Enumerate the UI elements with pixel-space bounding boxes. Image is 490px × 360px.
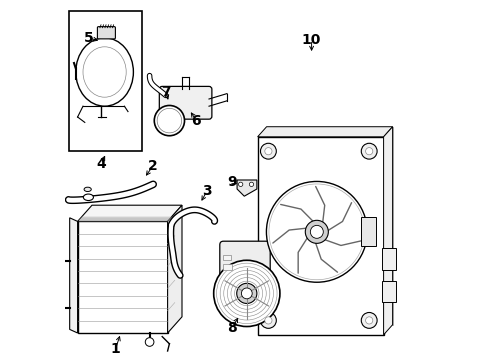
- Ellipse shape: [83, 194, 94, 201]
- Circle shape: [157, 108, 182, 133]
- Text: 6: 6: [192, 114, 201, 127]
- Circle shape: [265, 148, 272, 155]
- Circle shape: [239, 182, 243, 186]
- Bar: [77, 221, 168, 333]
- Bar: [382, 248, 396, 270]
- Polygon shape: [258, 127, 392, 137]
- Bar: [223, 264, 232, 270]
- Circle shape: [310, 225, 323, 238]
- Bar: [258, 137, 384, 335]
- FancyBboxPatch shape: [159, 86, 212, 119]
- Polygon shape: [70, 218, 77, 333]
- Polygon shape: [267, 127, 392, 325]
- Circle shape: [145, 338, 154, 346]
- Text: 1: 1: [111, 342, 120, 356]
- Circle shape: [305, 220, 328, 243]
- Text: 8: 8: [227, 321, 237, 334]
- Circle shape: [267, 181, 367, 282]
- Bar: [382, 281, 396, 302]
- Text: 7: 7: [161, 85, 171, 99]
- Polygon shape: [77, 205, 182, 221]
- Text: 5: 5: [83, 31, 93, 45]
- Text: 9: 9: [227, 175, 237, 189]
- Bar: [361, 217, 376, 246]
- Circle shape: [242, 288, 252, 299]
- Circle shape: [361, 312, 377, 328]
- Circle shape: [265, 317, 272, 324]
- Ellipse shape: [84, 187, 91, 192]
- Circle shape: [214, 260, 280, 327]
- Circle shape: [361, 143, 377, 159]
- Circle shape: [261, 312, 276, 328]
- FancyBboxPatch shape: [98, 27, 116, 39]
- Polygon shape: [237, 180, 257, 196]
- FancyBboxPatch shape: [220, 241, 270, 279]
- Text: 2: 2: [148, 159, 158, 172]
- Polygon shape: [384, 127, 392, 335]
- Ellipse shape: [83, 47, 126, 97]
- Text: 10: 10: [302, 33, 321, 46]
- Text: 4: 4: [96, 157, 106, 171]
- Polygon shape: [168, 205, 182, 333]
- Circle shape: [261, 143, 276, 159]
- Circle shape: [237, 283, 257, 303]
- Circle shape: [366, 317, 373, 324]
- Circle shape: [154, 105, 185, 136]
- Ellipse shape: [76, 38, 133, 106]
- Circle shape: [249, 182, 254, 186]
- Circle shape: [366, 148, 373, 155]
- Text: 3: 3: [202, 184, 212, 198]
- Bar: [69, 11, 143, 151]
- Bar: [223, 255, 231, 260]
